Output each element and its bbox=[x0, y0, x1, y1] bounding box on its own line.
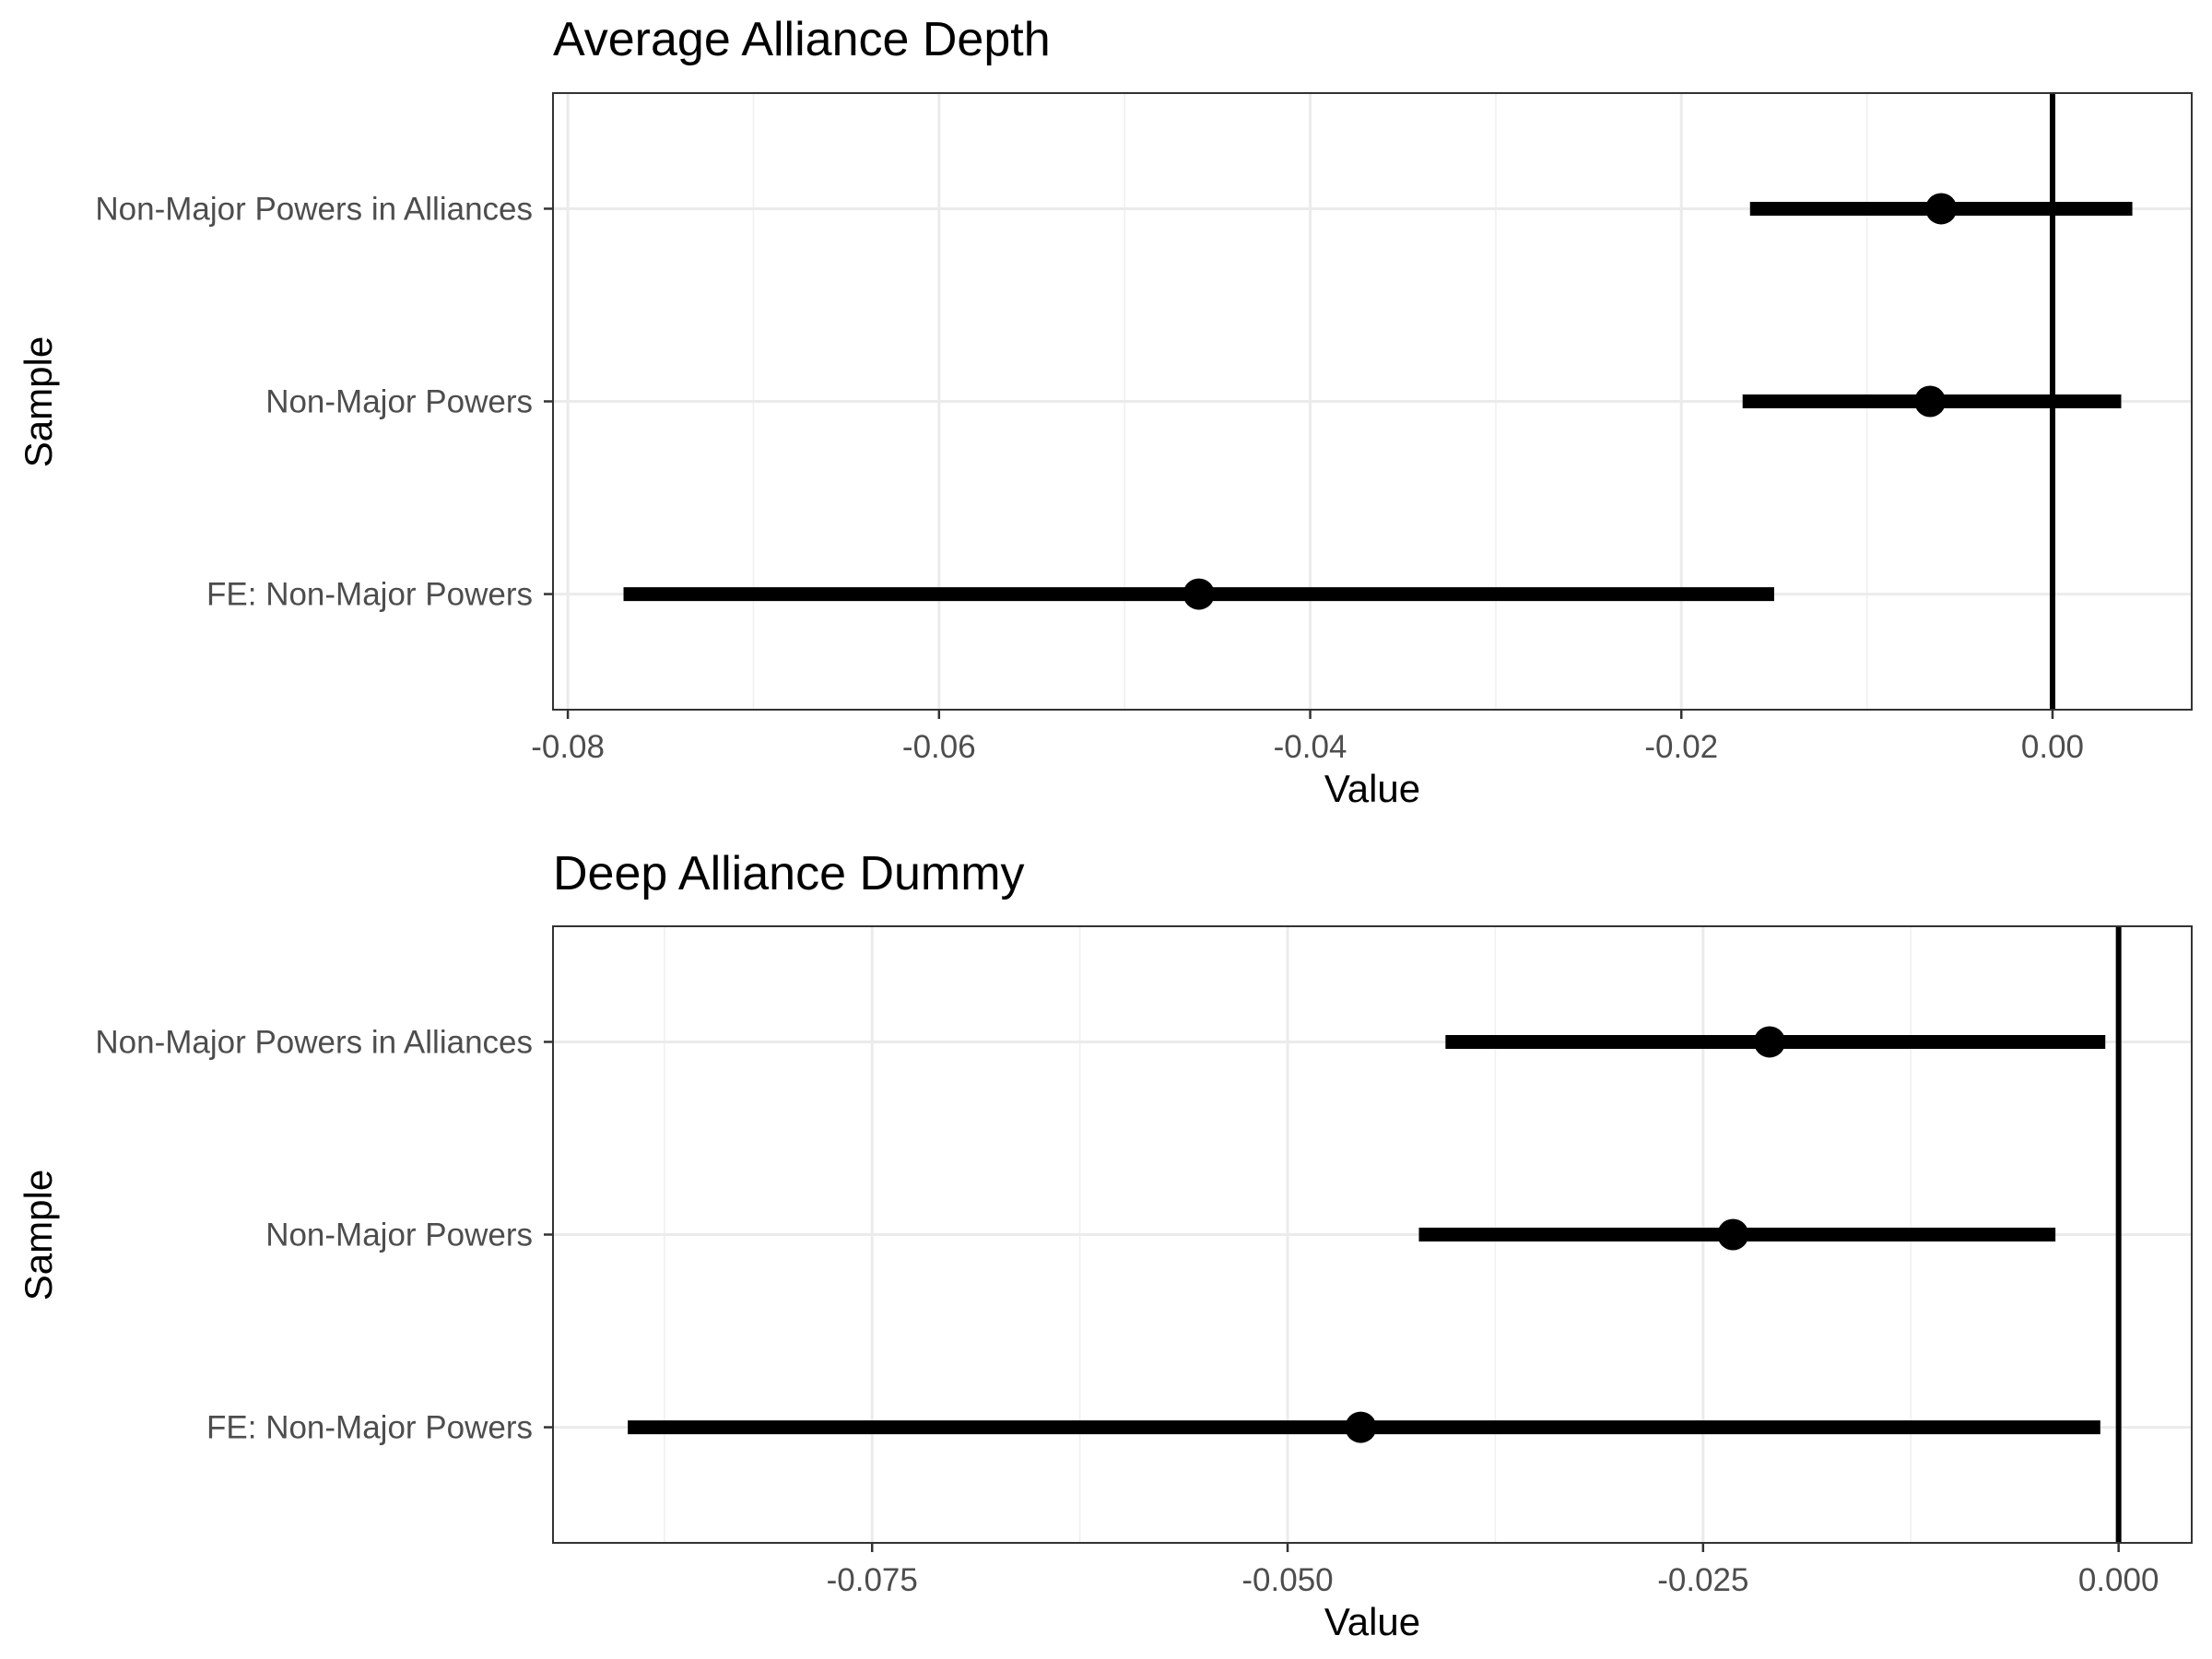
x-tick-label: -0.06 bbox=[902, 729, 976, 765]
y-tick-label: Non-Major Powers bbox=[265, 1218, 533, 1253]
y-axis-title: Sample bbox=[17, 1170, 60, 1300]
x-axis-title: Value bbox=[1324, 767, 1420, 810]
point-estimate bbox=[1925, 193, 1958, 225]
x-tick-label: -0.075 bbox=[827, 1562, 918, 1598]
x-axis-title: Value bbox=[1324, 1600, 1420, 1643]
y-axis-title: Sample bbox=[17, 336, 60, 467]
panel-1: FE: Non-Major Powers Non-Major Powers Non-… bbox=[17, 13, 2193, 810]
point-estimate bbox=[1717, 1218, 1749, 1251]
panel-title: Average Alliance Depth bbox=[553, 13, 1051, 66]
x-tick-label: -0.04 bbox=[1274, 729, 1347, 765]
panel-title: Deep Alliance Dummy bbox=[553, 847, 1025, 900]
x-tick-label: 0.00 bbox=[2021, 729, 2084, 765]
y-tick-label: FE: Non-Major Powers bbox=[206, 577, 533, 613]
y-tick-label: FE: Non-Major Powers bbox=[206, 1410, 533, 1446]
point-estimate bbox=[1345, 1411, 1377, 1443]
y-tick-label: Non-Major Powers in Alliances bbox=[95, 1024, 533, 1060]
point-estimate bbox=[1914, 385, 1947, 418]
panel-2: FE: Non-Major Powers Non-Major Powers Non-… bbox=[17, 847, 2193, 1643]
y-tick-label: Non-Major Powers bbox=[265, 384, 533, 420]
x-tick-label: -0.025 bbox=[1657, 1562, 1748, 1598]
x-tick-label: -0.08 bbox=[531, 729, 605, 765]
point-estimate bbox=[1753, 1026, 1785, 1058]
x-tick-label: -0.02 bbox=[1644, 729, 1718, 765]
y-tick-label: Non-Major Powers in Alliances bbox=[95, 191, 533, 227]
x-tick-label: 0.000 bbox=[2078, 1562, 2159, 1598]
point-estimate bbox=[1182, 578, 1215, 610]
x-tick-label: -0.050 bbox=[1241, 1562, 1333, 1598]
